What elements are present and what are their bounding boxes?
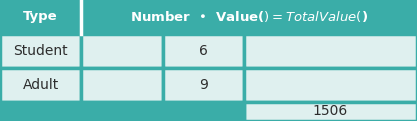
Bar	[163, 68, 244, 102]
Bar	[0, 34, 81, 68]
Text: Adult: Adult	[23, 78, 59, 92]
Bar	[81, 34, 163, 68]
Bar	[0, 68, 81, 102]
Bar	[244, 34, 417, 68]
Bar	[244, 102, 417, 121]
Text: Number  •  Value($)  =  Total Value($): Number • Value($) = Total Value($)	[130, 9, 368, 24]
Text: 9: 9	[199, 78, 208, 92]
Bar	[163, 34, 244, 68]
Text: Type: Type	[23, 10, 58, 23]
Bar	[0, 102, 244, 121]
Bar	[244, 68, 417, 102]
Bar	[0, 102, 244, 121]
Bar	[81, 68, 163, 102]
Text: Student: Student	[13, 44, 68, 58]
Text: 6: 6	[199, 44, 208, 58]
Bar	[0, 0, 417, 34]
Text: 1506: 1506	[313, 104, 348, 118]
